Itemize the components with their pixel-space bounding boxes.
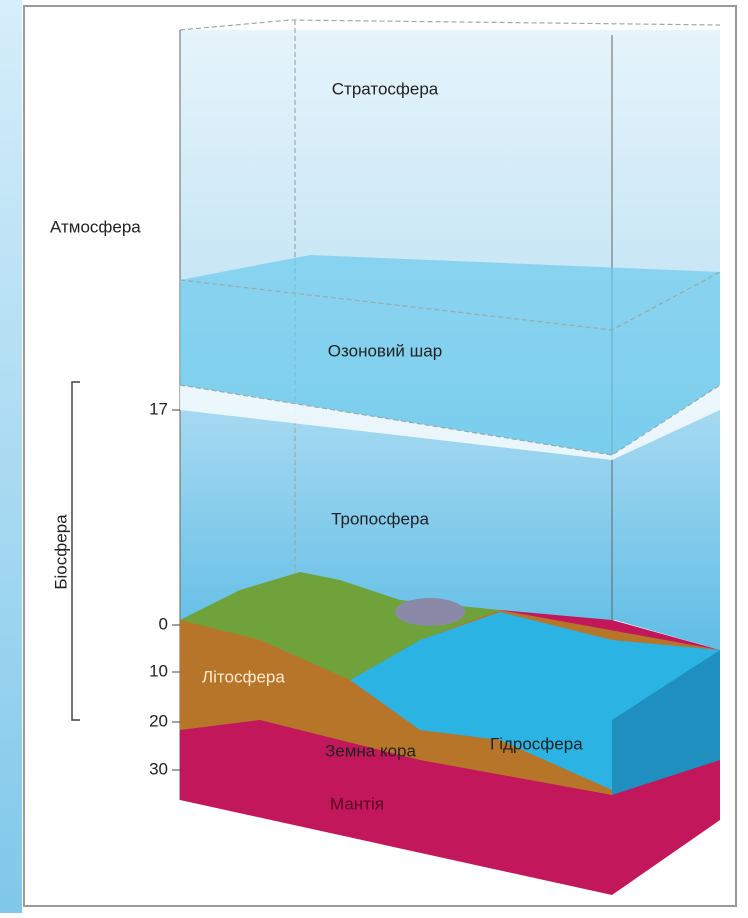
label: Тропосфера	[331, 509, 429, 528]
top-edge	[179, 19, 721, 31]
side-strip	[0, 0, 22, 913]
label: Земна кора	[325, 741, 417, 760]
label: Стратосфера	[332, 79, 439, 98]
label: Біосфера	[51, 514, 70, 590]
ozone-gap	[180, 385, 720, 460]
label: Мантія	[330, 794, 384, 813]
label: Атмосфера	[50, 217, 141, 236]
label: Гідросфера	[490, 734, 583, 753]
cloud	[395, 598, 465, 626]
label: Літосфера	[202, 667, 285, 686]
ozone-band	[180, 255, 720, 455]
land	[180, 572, 500, 680]
scale-label: 17	[149, 399, 168, 418]
ocean-side	[612, 650, 720, 795]
label: Озоновий шар	[328, 341, 442, 360]
scale-label: 20	[149, 711, 168, 730]
ozone-bottom	[179, 384, 721, 456]
biosphere-bracket	[71, 381, 80, 721]
scale-label: 30	[149, 759, 168, 778]
ozone-top	[179, 271, 721, 331]
scale-label: 10	[149, 661, 168, 680]
scale-label: 0	[159, 614, 168, 633]
